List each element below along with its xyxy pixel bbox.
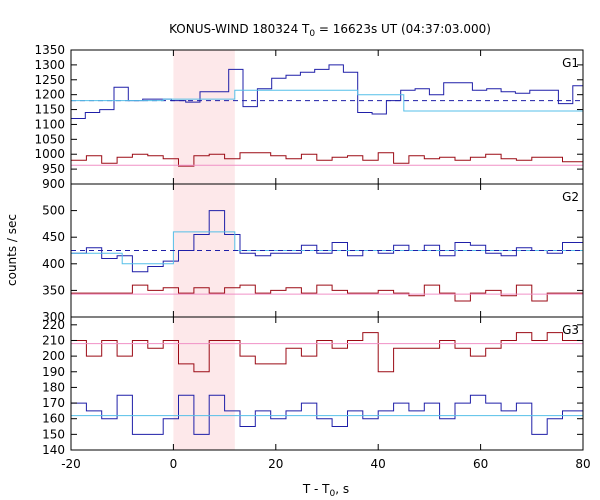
- series-g2-fit: [71, 231, 583, 265]
- y-tick-label: 1300: [34, 58, 65, 72]
- x-tick-label: -20: [61, 457, 81, 471]
- y-tick-label: 160: [42, 412, 65, 426]
- x-tick-label: 0: [170, 457, 178, 471]
- y-tick-label: 1350: [34, 43, 65, 57]
- y-tick-label: 900: [42, 177, 65, 191]
- y-tick-label: 220: [42, 318, 65, 332]
- y-tick-label: 450: [42, 230, 65, 244]
- y-tick-label: 170: [42, 396, 65, 410]
- panel-label-g2: G2: [562, 190, 579, 204]
- y-tick-label: 190: [42, 365, 65, 379]
- y-tick-label: 1050: [34, 132, 65, 146]
- y-axis-label: counts / sec: [5, 214, 19, 286]
- panel-frame: [70, 316, 584, 451]
- y-tick-label: 300: [42, 310, 65, 324]
- y-tick-label: 350: [42, 283, 65, 297]
- series-g3-blue: [71, 394, 584, 435]
- x-tick-label: 20: [268, 457, 283, 471]
- chart-title: KONUS-WIND 180324 T0 = 16623s UT (04:37:…: [169, 22, 491, 39]
- panel-label-g3: G3: [562, 323, 579, 337]
- x-axis-label: T - T0, s: [302, 482, 349, 499]
- y-tick-label: 200: [42, 349, 65, 363]
- series-g1-fit: [71, 89, 584, 112]
- series-g1-blue: [71, 64, 583, 119]
- panel-label-g1: G1: [562, 56, 579, 70]
- y-tick-label: 210: [42, 333, 65, 347]
- y-tick-label: 950: [42, 162, 65, 176]
- series-g2-blue: [71, 210, 584, 273]
- y-tick-label: 140: [42, 443, 65, 457]
- x-tick-label: 60: [473, 457, 488, 471]
- y-tick-label: 1200: [34, 88, 65, 102]
- x-tick-label: 80: [575, 457, 590, 471]
- y-tick-label: 180: [42, 380, 65, 394]
- y-tick-label: 1150: [34, 103, 65, 117]
- series-g2-red: [71, 284, 584, 302]
- series-g1-red: [71, 152, 583, 167]
- y-tick-label: 1000: [34, 147, 65, 161]
- y-tick-label: 500: [42, 204, 65, 218]
- y-tick-label: 1250: [34, 73, 65, 87]
- y-tick-label: 400: [42, 257, 65, 271]
- y-tick-label: 1100: [34, 117, 65, 131]
- x-tick-label: 40: [371, 457, 386, 471]
- y-tick-label: 150: [42, 427, 65, 441]
